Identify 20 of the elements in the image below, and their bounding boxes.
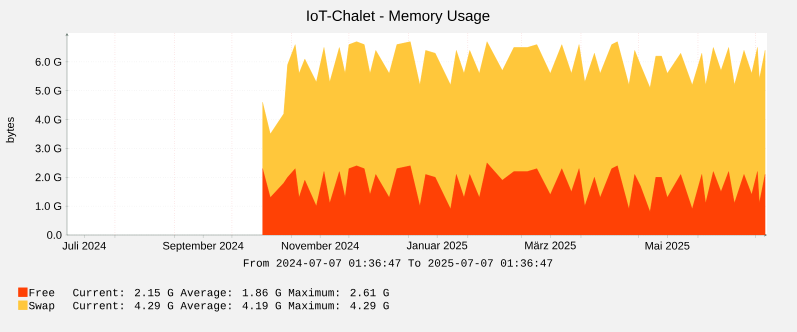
x-tick-label: März 2025 <box>525 242 576 250</box>
text: Current: 4.29 G Average: 4.19 G Maximum: 4.29 G <box>73 301 389 312</box>
x-tick-label: Juli 2024 <box>62 242 106 250</box>
y-tick-label: 6.0 G <box>36 58 62 66</box>
y-tick-label: 4.0 G <box>35 116 62 124</box>
legend-label: Free <box>30 288 54 296</box>
text: Current: 2.15 G Average: 1.86 G Maximum: 2.61 G <box>73 288 389 298</box>
y-axis-title: bytes <box>6 117 16 142</box>
y-tick-label: 2.0 G <box>36 173 62 182</box>
x-tick-label: Januar 2025 <box>406 242 468 250</box>
y-tick-label: 3.0 G <box>35 144 62 152</box>
x-tick-label: November 2024 <box>282 242 359 250</box>
y-tick-label: 5.0 G <box>36 86 62 95</box>
legend-label: Swap <box>29 302 54 312</box>
y-tick-label: 0.0 <box>47 231 62 239</box>
x-tick-label: Mai 2025 <box>646 242 690 250</box>
chart-title: IoT-Chalet - Memory Usage <box>307 10 490 24</box>
x-tick-label: September 2024 <box>163 242 244 252</box>
y-tick-label: 1.0 G <box>36 202 62 210</box>
text: From 2024-07-07 01:36:47 To 2025-07-07 01:36:47 <box>244 259 552 267</box>
